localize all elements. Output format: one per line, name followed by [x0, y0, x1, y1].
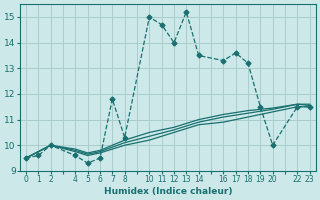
X-axis label: Humidex (Indice chaleur): Humidex (Indice chaleur) [104, 187, 232, 196]
